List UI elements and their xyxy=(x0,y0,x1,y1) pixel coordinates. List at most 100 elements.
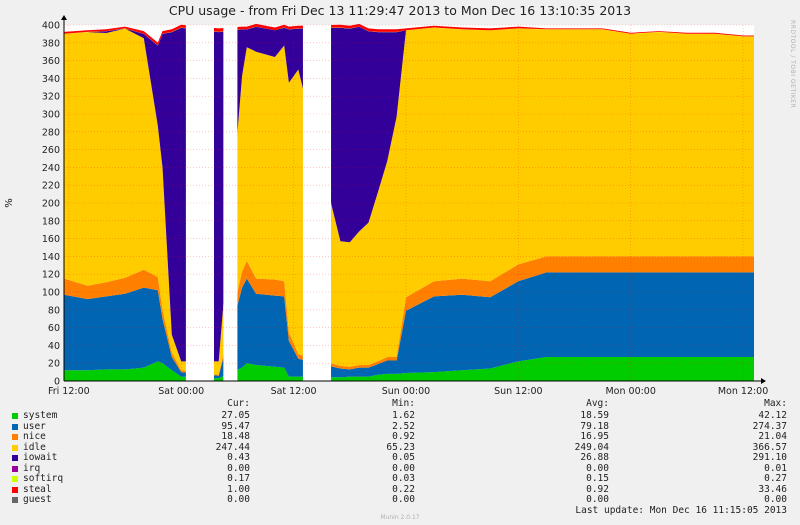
legend-avg-value: 0.00 xyxy=(586,494,609,505)
legend-header-min: Min: xyxy=(392,398,415,409)
legend-cur-value: 0.43 xyxy=(227,452,250,463)
legend-row-steal: steal 1.00 0.22 0.92 33.46 xyxy=(0,484,800,496)
legend-min-value: 0.22 xyxy=(392,483,415,495)
legend-swatch xyxy=(12,444,18,451)
legend-swatch xyxy=(12,413,18,419)
legend-min-value: 1.62 xyxy=(392,410,415,421)
legend-label: iowait xyxy=(23,452,58,463)
legend-row-guest: guest 0.00 0.00 0.00 0.00 xyxy=(0,494,800,506)
legend-min-value: 0.92 xyxy=(392,431,415,442)
data-gap xyxy=(223,25,238,381)
y-tick-label: 20 xyxy=(48,359,60,370)
y-tick-label: 360 xyxy=(42,56,60,67)
legend-label: irq xyxy=(23,462,41,474)
legend-swatch xyxy=(12,465,18,472)
legend-avg-value: 249.04 xyxy=(574,441,609,453)
legend-row-system: system 27.05 1.62 18.59 42.12 xyxy=(0,410,800,422)
legend-avg-value: 0.00 xyxy=(586,462,609,474)
legend-cur-value: 18.48 xyxy=(221,431,250,442)
legend-row-nice: nice 18.48 0.92 16.95 21.04 xyxy=(0,431,800,443)
y-axis-label: % xyxy=(4,198,15,208)
y-tick-label: 220 xyxy=(42,181,60,192)
legend-min-value: 0.05 xyxy=(392,452,415,463)
legend-row-user: user 95.47 2.52 79.18 274.37 xyxy=(0,421,800,433)
legend-cur-value: 0.17 xyxy=(227,473,250,484)
y-tick-label: 100 xyxy=(42,288,60,299)
legend-header-cur: Cur: xyxy=(227,398,250,409)
legend-max-value: 366.57 xyxy=(752,441,787,453)
legend-max-value: 291.10 xyxy=(752,452,787,463)
rrdtool-credit: RRDTOOL / TOBI OETIKER xyxy=(789,20,796,109)
legend-max-value: 0.01 xyxy=(764,462,787,474)
x-tick-label: Sun 00:00 xyxy=(382,386,430,397)
y-tick-label: 400 xyxy=(42,21,60,32)
legend-label: softirq xyxy=(23,473,64,484)
legend-cur-value: 0.00 xyxy=(227,494,250,505)
legend-label: system xyxy=(23,410,58,421)
legend-min-value: 2.52 xyxy=(392,420,415,432)
y-tick-label: 380 xyxy=(42,38,60,49)
legend-swatch xyxy=(12,455,18,461)
legend-row-idle: idle 247.44 65.23 249.04 366.57 xyxy=(0,442,800,454)
y-tick-label: 120 xyxy=(42,270,60,281)
legend-row-irq: irq 0.00 0.00 0.00 0.01 xyxy=(0,463,800,475)
legend-avg-value: 26.88 xyxy=(580,452,609,463)
legend-swatch xyxy=(12,423,18,430)
legend-swatch xyxy=(12,434,18,440)
legend-max-value: 274.37 xyxy=(752,420,787,432)
legend-row-iowait: iowait 0.43 0.05 26.88 291.10 xyxy=(0,452,800,464)
legend-label: idle xyxy=(23,441,46,453)
y-tick-label: 80 xyxy=(48,305,60,316)
legend-cur-value: 0.00 xyxy=(227,462,250,474)
legend-cur-value: 27.05 xyxy=(221,410,250,421)
legend-min-value: 65.23 xyxy=(386,441,415,453)
y-tick-label: 60 xyxy=(48,323,60,334)
data-gap xyxy=(185,25,214,381)
legend-row-softirq: softirq 0.17 0.03 0.15 0.27 xyxy=(0,473,800,485)
legend-swatch xyxy=(12,476,18,482)
x-tick-label: Sun 12:00 xyxy=(494,386,542,397)
legend-label: nice xyxy=(23,431,46,442)
y-tick-label: 160 xyxy=(42,234,60,245)
legend-cur-value: 1.00 xyxy=(227,483,250,495)
legend-min-value: 0.03 xyxy=(392,473,415,484)
legend-cur-value: 95.47 xyxy=(221,420,250,432)
x-tick-label: Mon 12:00 xyxy=(718,386,768,397)
legend-swatch xyxy=(12,486,18,493)
y-tick-label: 200 xyxy=(42,199,60,210)
legend-cur-value: 247.44 xyxy=(215,441,250,453)
legend-swatch xyxy=(12,497,18,503)
series-area-nice xyxy=(64,256,754,376)
legend-min-value: 0.00 xyxy=(392,462,415,474)
legend-avg-value: 16.95 xyxy=(580,431,609,442)
legend-avg-value: 0.92 xyxy=(586,483,609,495)
y-tick-label: 300 xyxy=(42,110,60,121)
x-tick-label: Fri 12:00 xyxy=(48,386,90,397)
legend-min-value: 0.00 xyxy=(392,494,415,505)
legend-header-max: Max: xyxy=(764,398,787,409)
x-tick-label: Mon 00:00 xyxy=(605,386,655,397)
munin-version: Munin 2.0.17 xyxy=(380,514,420,521)
legend-avg-value: 79.18 xyxy=(580,420,609,432)
legend-max-value: 0.00 xyxy=(764,494,787,505)
legend-max-value: 0.27 xyxy=(764,473,787,484)
legend-label: user xyxy=(23,420,46,432)
y-tick-label: 340 xyxy=(42,74,60,85)
chart-title: CPU usage - from Fri Dec 13 11:29:47 201… xyxy=(168,3,632,18)
legend-label: steal xyxy=(23,483,52,495)
legend-max-value: 42.12 xyxy=(758,410,787,421)
y-tick-label: 320 xyxy=(42,92,60,103)
legend-header-row: Cur: Min: Avg: Max: xyxy=(0,398,800,410)
y-axis-arrow xyxy=(61,15,67,20)
y-tick-label: 0 xyxy=(54,377,60,388)
y-tick-label: 260 xyxy=(42,145,60,156)
chart-plot: 0 20 40 60 80 100 120 140 160 180 200 220 240 260 280 3… xyxy=(4,15,768,397)
y-tick-label: 240 xyxy=(42,163,60,174)
x-tick-label: Sat 00:00 xyxy=(158,386,204,397)
legend-max-value: 21.04 xyxy=(758,431,787,442)
y-tick-label: 140 xyxy=(42,252,60,263)
legend-label: guest xyxy=(23,494,52,505)
last-update: Last update: Mon Dec 16 11:15:05 2013 xyxy=(575,505,787,516)
x-axis-arrow xyxy=(761,378,766,384)
y-tick-label: 180 xyxy=(42,216,60,227)
